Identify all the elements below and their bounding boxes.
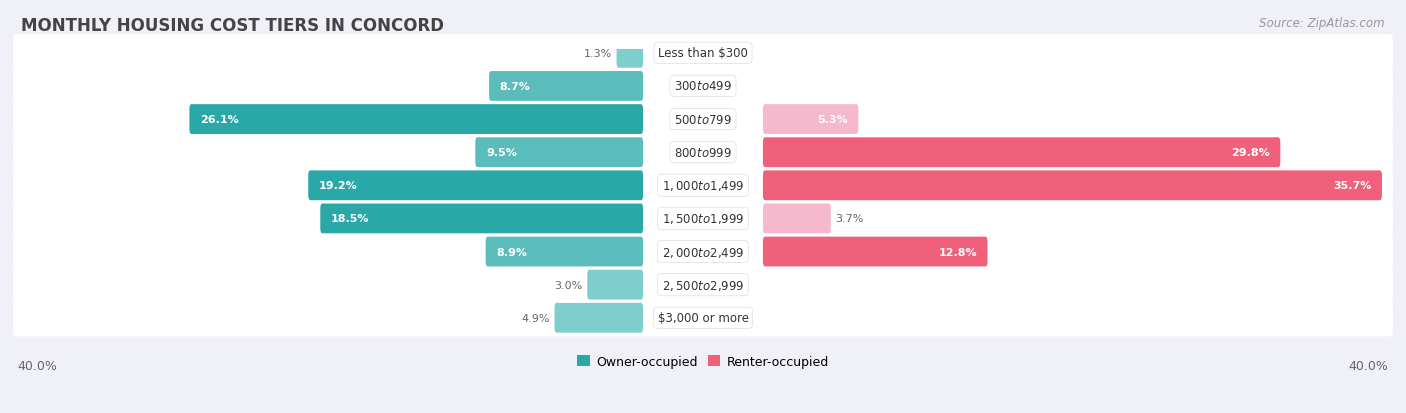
- Text: 8.7%: 8.7%: [499, 82, 530, 92]
- Text: $1,500 to $1,999: $1,500 to $1,999: [662, 212, 744, 226]
- Text: 8.9%: 8.9%: [496, 247, 527, 257]
- FancyBboxPatch shape: [763, 204, 831, 234]
- Legend: Owner-occupied, Renter-occupied: Owner-occupied, Renter-occupied: [572, 350, 834, 373]
- Text: $3,000 or more: $3,000 or more: [658, 311, 748, 325]
- Text: Less than $300: Less than $300: [658, 47, 748, 60]
- FancyBboxPatch shape: [13, 233, 1393, 271]
- Text: 19.2%: 19.2%: [319, 181, 357, 191]
- Text: 40.0%: 40.0%: [1348, 359, 1389, 372]
- FancyBboxPatch shape: [321, 204, 643, 234]
- Text: 35.7%: 35.7%: [1333, 181, 1371, 191]
- FancyBboxPatch shape: [763, 237, 987, 267]
- Text: 40.0%: 40.0%: [17, 359, 58, 372]
- Text: $2,000 to $2,499: $2,000 to $2,499: [662, 245, 744, 259]
- FancyBboxPatch shape: [554, 303, 643, 333]
- Text: Source: ZipAtlas.com: Source: ZipAtlas.com: [1260, 17, 1385, 29]
- FancyBboxPatch shape: [763, 171, 1382, 201]
- Text: 9.5%: 9.5%: [486, 148, 517, 158]
- Text: 3.0%: 3.0%: [554, 280, 582, 290]
- Text: 12.8%: 12.8%: [938, 247, 977, 257]
- Text: 26.1%: 26.1%: [200, 115, 239, 125]
- FancyBboxPatch shape: [13, 101, 1393, 138]
- FancyBboxPatch shape: [13, 134, 1393, 171]
- Text: 1.3%: 1.3%: [583, 49, 612, 59]
- Text: 29.8%: 29.8%: [1230, 148, 1270, 158]
- Text: $500 to $799: $500 to $799: [673, 113, 733, 126]
- Text: MONTHLY HOUSING COST TIERS IN CONCORD: MONTHLY HOUSING COST TIERS IN CONCORD: [21, 17, 444, 34]
- Text: 3.7%: 3.7%: [835, 214, 865, 224]
- Text: 4.9%: 4.9%: [522, 313, 550, 323]
- FancyBboxPatch shape: [489, 72, 643, 102]
- FancyBboxPatch shape: [308, 171, 643, 201]
- Text: $300 to $499: $300 to $499: [673, 80, 733, 93]
- FancyBboxPatch shape: [588, 270, 643, 300]
- FancyBboxPatch shape: [13, 266, 1393, 304]
- FancyBboxPatch shape: [763, 105, 858, 135]
- FancyBboxPatch shape: [475, 138, 643, 168]
- Text: 5.3%: 5.3%: [817, 115, 848, 125]
- FancyBboxPatch shape: [617, 39, 643, 69]
- Text: $800 to $999: $800 to $999: [673, 146, 733, 159]
- Text: $1,000 to $1,499: $1,000 to $1,499: [662, 179, 744, 193]
- FancyBboxPatch shape: [13, 299, 1393, 337]
- FancyBboxPatch shape: [13, 200, 1393, 237]
- Text: $2,500 to $2,999: $2,500 to $2,999: [662, 278, 744, 292]
- FancyBboxPatch shape: [13, 167, 1393, 204]
- FancyBboxPatch shape: [13, 35, 1393, 72]
- Text: 18.5%: 18.5%: [330, 214, 370, 224]
- FancyBboxPatch shape: [13, 68, 1393, 105]
- FancyBboxPatch shape: [485, 237, 643, 267]
- FancyBboxPatch shape: [190, 105, 643, 135]
- FancyBboxPatch shape: [763, 138, 1281, 168]
